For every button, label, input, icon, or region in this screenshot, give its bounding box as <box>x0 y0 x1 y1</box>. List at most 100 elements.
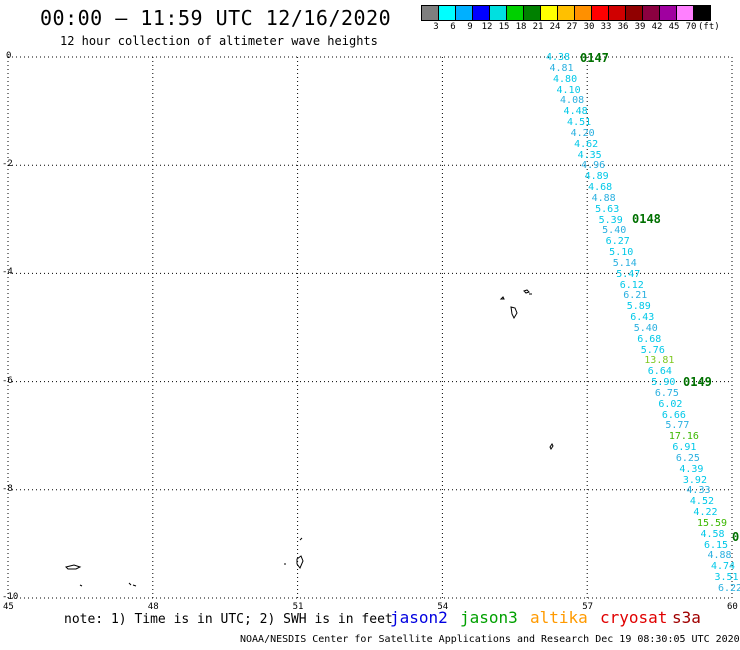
island-outline <box>128 582 137 587</box>
wave-height-value: 4.62 <box>574 138 599 150</box>
wave-height-value: 4.88 <box>591 192 616 204</box>
island-outline <box>296 555 304 569</box>
wave-height-value: 5.89 <box>626 301 651 313</box>
wave-height-value: 6.21 <box>623 290 648 302</box>
wave-height-value: 4.96 <box>581 160 606 172</box>
colorbar-label: 15 <box>498 22 510 32</box>
colorbar-swatch <box>422 6 439 20</box>
colorbar-swatch <box>439 6 456 20</box>
pass-label: 0147 <box>580 51 609 65</box>
colorbar-label: 24 <box>549 22 561 32</box>
colorbar-label: 45 <box>668 22 680 32</box>
colorbar-swatch <box>558 6 575 20</box>
footer-credit: NOAA/NESDIS Center for Satellite Applica… <box>240 634 740 645</box>
colorbar-swatch <box>541 6 558 20</box>
wave-height-value: 4.80 <box>553 73 578 85</box>
legend-item-s3a: s3a <box>672 608 701 627</box>
y-tick-label: -4 <box>2 267 13 278</box>
wave-height-value: 6.12 <box>619 279 644 291</box>
wave-height-value: 5.40 <box>633 322 658 334</box>
wave-height-value: 4.39 <box>679 463 704 475</box>
y-tick-label: 0 <box>6 51 12 61</box>
colorbar-label: 27 <box>566 22 578 32</box>
colorbar-swatch <box>575 6 592 20</box>
wave-height-value: 3.92 <box>682 474 707 486</box>
y-tick-label: -10 <box>2 592 19 602</box>
wave-height-value: 5.90 <box>651 377 676 389</box>
wave-height-value: 5.10 <box>609 247 634 259</box>
colorbar-label: 70 <box>685 22 697 32</box>
colorbar-swatch <box>626 6 643 20</box>
wave-height-value: 6.25 <box>675 452 700 464</box>
colorbar-swatch <box>490 6 507 20</box>
wave-height-value: 4.74 <box>710 561 736 573</box>
map-subtitle: 12 hour collection of altimeter wave hei… <box>60 34 378 48</box>
colorbar-swatch <box>660 6 677 20</box>
island-outlines <box>65 289 554 587</box>
wave-height-value: 5.47 <box>616 268 641 280</box>
wave-height-value: 4.58 <box>700 528 725 540</box>
colorbar-label: 39 <box>634 22 646 32</box>
legend-item-jason2: jason2 <box>390 608 448 627</box>
island-outline <box>79 584 83 587</box>
map-grid <box>7 56 733 599</box>
wave-height-value: 3.51 <box>714 572 739 584</box>
wave-height-value: 4.48 <box>563 106 588 118</box>
wave-height-value: 13.81 <box>644 355 675 367</box>
wave-height-value: 6.91 <box>672 442 697 454</box>
island-outline <box>65 564 82 570</box>
colorbar-swatch <box>609 6 626 20</box>
x-tick-label: 45 <box>3 602 14 612</box>
colorbar-swatch <box>677 6 694 20</box>
wave-height-value: 4.20 <box>570 127 595 139</box>
y-tick-label: -8 <box>2 483 13 494</box>
y-tick-label: -2 <box>2 159 13 170</box>
wave-height-value: 4.38 <box>546 52 571 63</box>
wave-height-value: 4.33 <box>686 485 711 497</box>
colorbar-label: 3 <box>433 22 439 32</box>
colorbar-swatch <box>507 6 524 20</box>
colorbar-swatch <box>524 6 541 20</box>
wave-height-value: 4.81 <box>549 62 574 74</box>
island-outline <box>523 289 532 295</box>
island-outline <box>299 537 303 541</box>
wave-height-value: 6.15 <box>703 539 729 551</box>
colorbar-label: 30 <box>583 22 595 32</box>
colorbar-label: 33 <box>600 22 612 32</box>
wave-height-value: 6.66 <box>661 409 686 421</box>
wave-height-value: 4.35 <box>577 149 602 161</box>
wave-height-value: 4.51 <box>567 117 592 129</box>
island-outline <box>549 443 554 450</box>
pass-label: 0149 <box>683 375 712 389</box>
colorbar-label: 6 <box>450 22 456 32</box>
pass-label: 0 <box>732 530 740 544</box>
wave-height-value: 4.22 <box>693 507 718 519</box>
colorbar-swatch <box>643 6 660 20</box>
legend-item-altika: altika <box>530 608 588 627</box>
x-tick-label: 60 <box>727 602 738 612</box>
wave-height-value: 4.88 <box>707 550 732 562</box>
wave-height-value: 6.75 <box>654 387 679 399</box>
colorbar-label: 18 <box>515 22 527 32</box>
wave-height-value: 4.08 <box>560 95 585 107</box>
wave-height-value: 6.27 <box>605 236 630 248</box>
wave-height-value: 6.43 <box>630 312 655 324</box>
colorbar-swatch <box>694 6 710 20</box>
wave-height-value: 5.39 <box>598 214 623 226</box>
wave-height-value: 4.89 <box>584 171 609 183</box>
wave-height-value: 4.10 <box>556 84 581 96</box>
wave-height-value: 5.63 <box>595 203 620 215</box>
wave-height-value: 6.68 <box>637 333 662 345</box>
wave-height-value: 15.59 <box>696 517 728 529</box>
y-tick-label: -6 <box>2 375 13 386</box>
wave-height-value: 6.22 <box>718 583 740 594</box>
x-tick-label: 51 <box>292 602 304 612</box>
colorbar-label: 36 <box>617 22 629 32</box>
wave-height-value: 5.40 <box>602 225 627 237</box>
pass-label: 0148 <box>632 212 661 226</box>
wave-height-value: 5.77 <box>665 420 690 432</box>
wave-height-value: 4.52 <box>689 496 714 508</box>
wave-height-value: 6.02 <box>658 398 683 410</box>
legend-item-jason3: jason3 <box>460 608 518 627</box>
